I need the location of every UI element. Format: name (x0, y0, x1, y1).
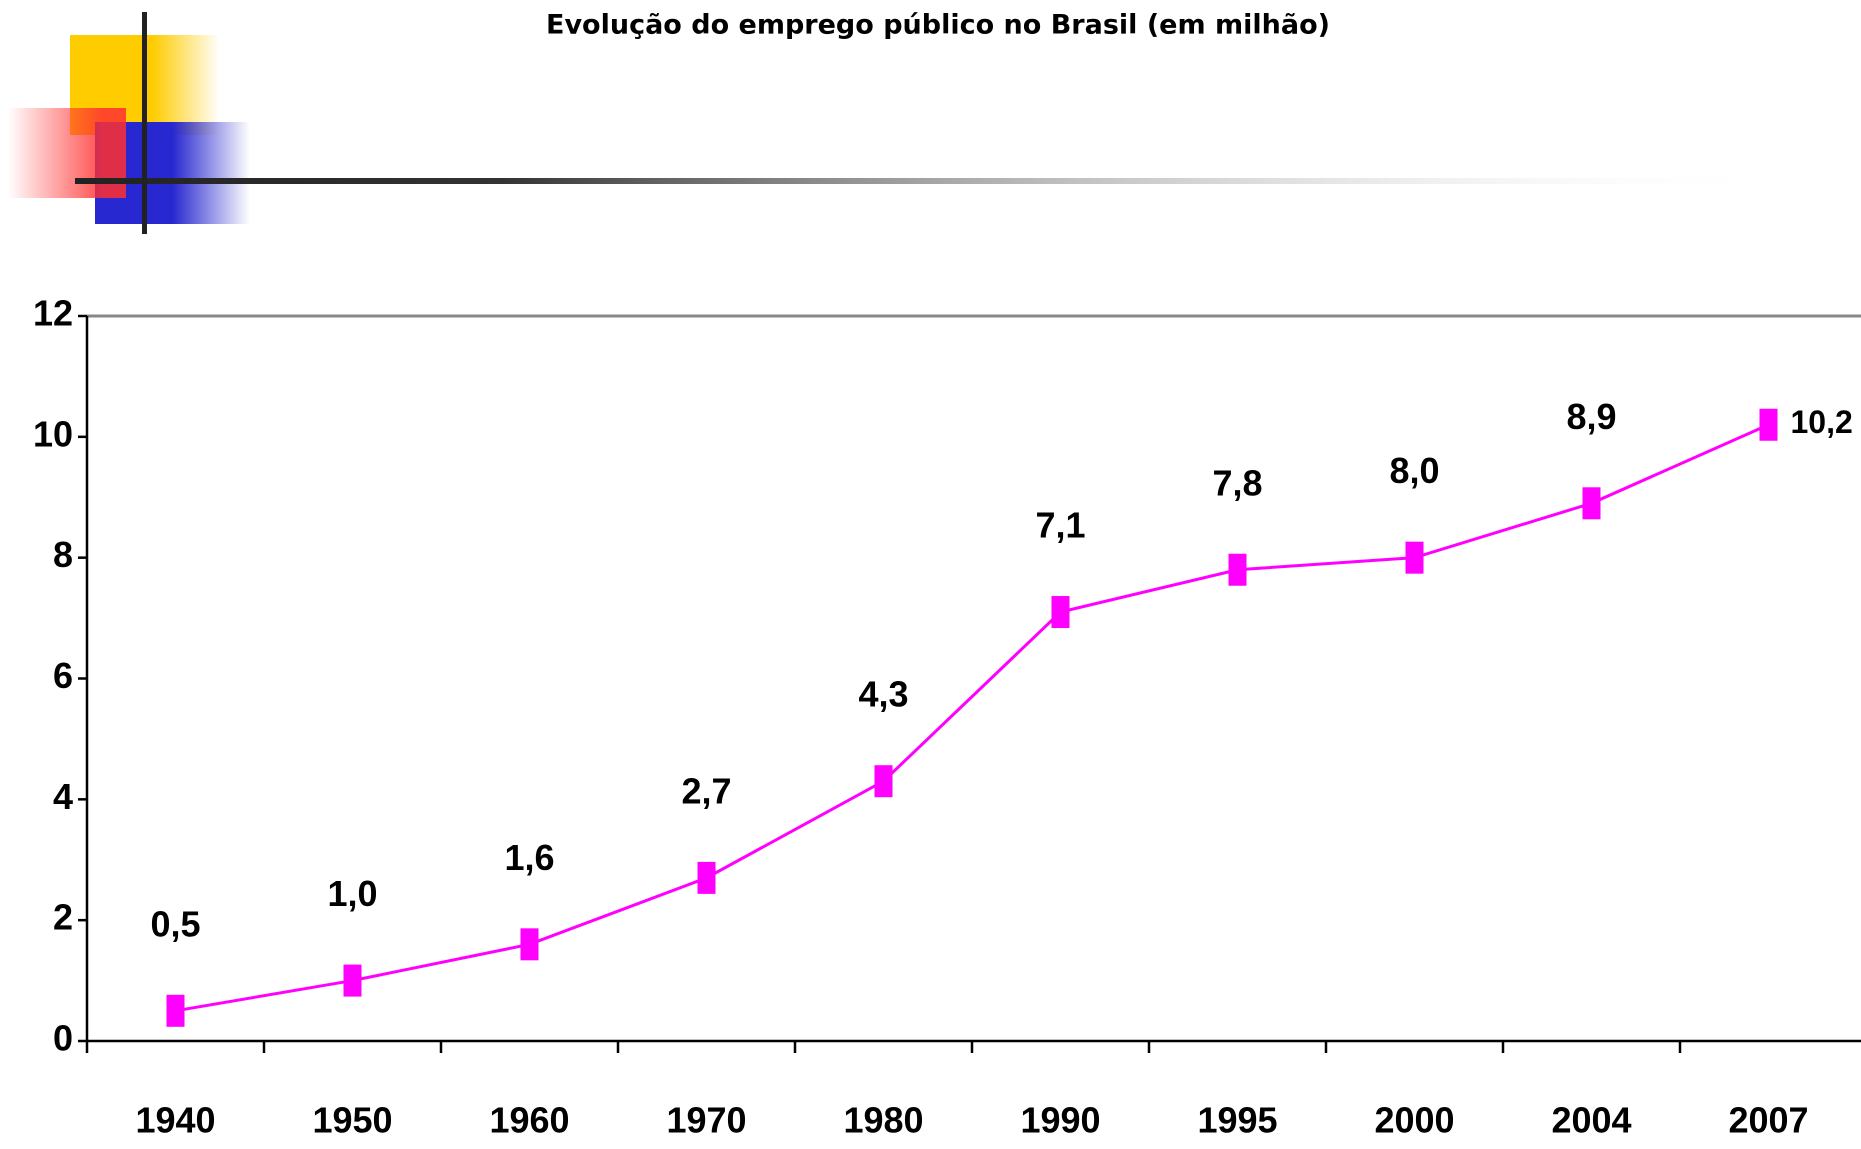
data-label: 7,1 (1035, 505, 1085, 546)
y-tick-label: 10 (33, 413, 73, 454)
data-label: 1,0 (327, 873, 377, 914)
marker (1051, 596, 1070, 629)
marker (1582, 487, 1601, 520)
x-tick-label: 2004 (1551, 1100, 1631, 1141)
x-tick-label: 2000 (1374, 1100, 1454, 1141)
data-label: 2,7 (681, 770, 731, 811)
y-tick-label: 12 (33, 293, 73, 334)
marker (1228, 553, 1247, 586)
data-label: 8,0 (1389, 450, 1439, 491)
marker (1405, 541, 1424, 574)
x-tick-label: 1960 (489, 1100, 569, 1141)
marker (697, 861, 716, 894)
x-tick-label: 1970 (666, 1100, 746, 1141)
data-label: 0,5 (150, 903, 200, 944)
data-label: 8,9 (1566, 396, 1616, 437)
y-tick-label: 6 (53, 655, 73, 696)
data-label: 1,6 (504, 837, 554, 878)
data-label: 10,2 (1791, 404, 1853, 440)
marker (520, 928, 539, 961)
x-tick-label: 1995 (1197, 1100, 1277, 1141)
y-tick-label: 8 (53, 534, 73, 575)
y-tick-label: 0 (53, 1018, 73, 1059)
line (175, 423, 1770, 1013)
marker (1759, 408, 1778, 441)
x-tick-label: 1950 (312, 1100, 392, 1141)
y-tick-label: 2 (53, 897, 73, 938)
x-tick-label: 1940 (135, 1100, 215, 1141)
data-label: 7,8 (1212, 462, 1262, 503)
data-label: 4,3 (858, 674, 908, 715)
marker (874, 765, 893, 798)
y-tick-label: 4 (53, 776, 73, 817)
x-tick-label: 1990 (1020, 1100, 1100, 1141)
chart-title: Evolução do emprego público no Brasil (e… (546, 10, 1330, 41)
x-tick-label: 1980 (843, 1100, 923, 1141)
marker (343, 964, 362, 997)
decoration (8, 12, 1785, 234)
x-tick-label: 2007 (1728, 1100, 1808, 1141)
marker (166, 994, 185, 1027)
